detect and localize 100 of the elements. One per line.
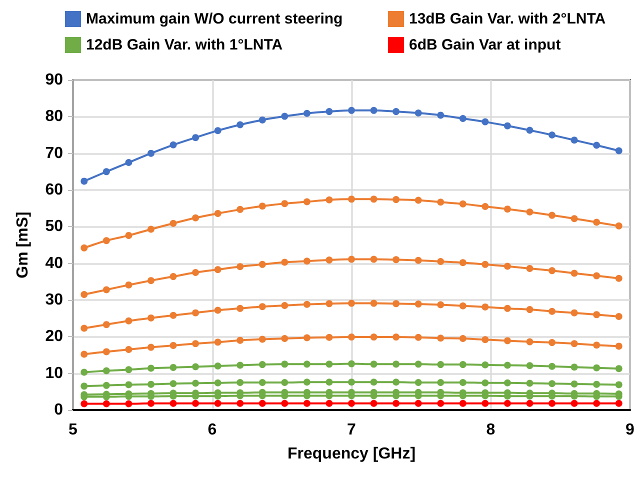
point xyxy=(348,334,355,341)
point xyxy=(570,215,578,222)
point xyxy=(615,313,622,320)
point xyxy=(414,379,422,386)
point xyxy=(236,379,244,386)
point xyxy=(459,361,466,368)
point xyxy=(615,400,622,407)
point xyxy=(303,400,310,407)
point xyxy=(459,335,466,342)
point xyxy=(548,362,556,370)
point xyxy=(170,273,177,280)
point xyxy=(80,324,88,332)
point xyxy=(570,309,578,316)
point xyxy=(548,308,556,315)
y-tick-label: 10 xyxy=(45,364,64,382)
point xyxy=(125,317,132,324)
point xyxy=(392,300,400,308)
point xyxy=(236,121,244,128)
y-tick-label: 80 xyxy=(45,108,64,126)
point xyxy=(593,311,600,318)
point xyxy=(570,270,578,277)
point xyxy=(459,200,466,208)
legend-label: 13dB Gain Var. with 2°LNTA xyxy=(409,10,606,28)
point xyxy=(147,380,154,388)
point xyxy=(236,304,244,312)
point xyxy=(214,266,222,274)
y-tick-label: 60 xyxy=(45,182,64,198)
point xyxy=(570,340,578,348)
point xyxy=(526,208,534,216)
point xyxy=(392,360,400,368)
point xyxy=(102,286,110,294)
point xyxy=(102,400,110,408)
point xyxy=(615,274,622,282)
point xyxy=(414,400,422,407)
point xyxy=(214,362,222,370)
point xyxy=(147,364,154,372)
point xyxy=(615,381,622,388)
point xyxy=(548,212,556,219)
point xyxy=(170,364,177,371)
point xyxy=(281,302,288,309)
y-tick-label: 70 xyxy=(45,144,64,162)
point xyxy=(593,272,600,280)
point xyxy=(102,382,110,389)
point xyxy=(258,379,266,386)
point xyxy=(437,112,444,119)
point xyxy=(526,306,534,314)
point xyxy=(147,344,154,351)
point xyxy=(615,222,622,230)
point xyxy=(125,281,132,288)
point xyxy=(102,348,110,356)
point xyxy=(526,362,534,370)
point xyxy=(281,360,288,368)
point xyxy=(326,360,333,368)
point xyxy=(548,339,556,346)
point xyxy=(482,400,489,407)
point xyxy=(482,260,489,268)
point xyxy=(214,338,222,346)
point xyxy=(370,334,378,341)
point xyxy=(459,379,466,386)
point xyxy=(147,400,154,407)
point xyxy=(147,150,154,157)
point xyxy=(80,368,88,376)
point xyxy=(482,361,489,368)
point xyxy=(170,220,177,227)
point xyxy=(570,380,578,388)
point xyxy=(214,210,222,217)
point xyxy=(414,196,422,204)
point xyxy=(392,334,400,341)
point xyxy=(303,110,310,117)
point xyxy=(482,303,489,310)
point xyxy=(348,196,355,203)
point xyxy=(102,237,110,244)
point xyxy=(414,256,422,264)
x-axis-title: Frequency [GHz] xyxy=(287,446,416,462)
point xyxy=(214,306,222,314)
point xyxy=(348,360,355,368)
point xyxy=(482,203,489,210)
point xyxy=(392,196,400,204)
x-tick-label: 8 xyxy=(486,422,496,438)
point xyxy=(370,360,378,368)
point xyxy=(102,367,110,374)
point xyxy=(258,361,266,368)
point xyxy=(258,336,266,343)
point xyxy=(214,127,222,134)
point xyxy=(504,362,511,369)
point xyxy=(504,206,511,213)
point xyxy=(615,342,622,350)
point xyxy=(192,340,200,348)
point xyxy=(437,301,444,308)
point xyxy=(303,334,310,342)
legend-label: 6dB Gain Var at input xyxy=(409,36,561,54)
point xyxy=(125,366,132,374)
point xyxy=(281,379,288,386)
point xyxy=(370,378,378,386)
point xyxy=(414,360,422,368)
point xyxy=(326,300,333,308)
point xyxy=(370,300,378,307)
point xyxy=(437,198,444,206)
y-axis-title: Gm [mS] xyxy=(14,212,32,278)
point xyxy=(615,365,622,372)
